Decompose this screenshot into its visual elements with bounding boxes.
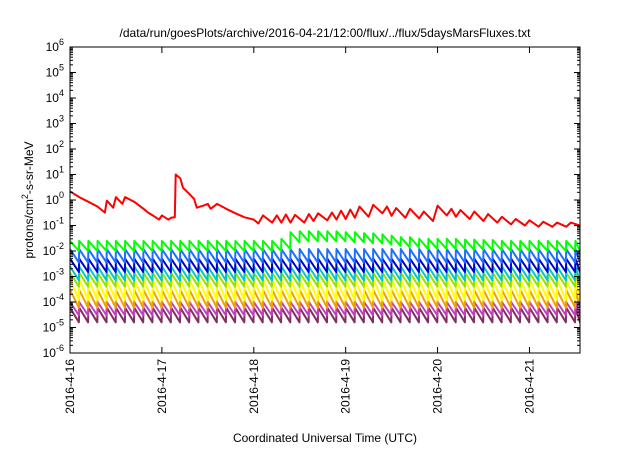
y-axis-title: protons/cm2-s-sr-MeV: [20, 141, 36, 258]
y-tick-label: 10-2: [43, 241, 64, 258]
series-line-3: [70, 257, 580, 273]
y-tick-label: 10-3: [43, 267, 64, 284]
y-axis-title-sup: 2: [20, 194, 30, 199]
y-axis-title-post: -s-sr-MeV: [22, 141, 36, 194]
series-line-5: [70, 271, 580, 288]
series-line-9: [70, 306, 580, 324]
x-tick-label: 2016-4-18: [247, 359, 261, 414]
y-tick-label: 105: [46, 63, 64, 80]
y-tick-label: 103: [46, 114, 64, 131]
y-tick-label: 10-4: [43, 292, 64, 309]
y-tick-label: 10-6: [43, 343, 64, 360]
series-line-2: [70, 248, 580, 264]
y-axis-title-pre: protons/cm: [22, 199, 36, 258]
x-tick-label: 2016-4-17: [155, 359, 169, 414]
series-line-7: [70, 288, 580, 309]
series-layer: [70, 173, 580, 324]
y-tick-label: 104: [46, 88, 64, 105]
y-tick-label: 102: [46, 139, 64, 156]
y-tick-label: 106: [46, 37, 64, 54]
series-line-0: [70, 173, 580, 228]
y-tick-label: 10-5: [43, 318, 64, 335]
x-axis-title: Coordinated Universal Time (UTC): [233, 431, 417, 445]
y-tick-label: 101: [46, 165, 64, 182]
x-tick-label: 2016-4-21: [522, 359, 536, 414]
y-tick-label: 10-1: [43, 216, 64, 233]
series-line-6: [70, 278, 580, 301]
series-line-4: [70, 265, 580, 282]
chart-title: /data/run/goesPlots/archive/2016-04-21/1…: [120, 26, 532, 40]
series-line-8: [70, 301, 580, 317]
x-axis: 2016-4-16 2016-4-17 2016-4-18 2016-4-19 2016…: [63, 47, 536, 414]
x-tick-label: 2016-4-16: [63, 359, 77, 414]
x-tick-label: 2016-4-20: [431, 359, 445, 414]
x-tick-label: 2016-4-19: [339, 359, 353, 414]
series-line-1: [70, 230, 580, 252]
y-tick-label: 100: [46, 190, 64, 207]
